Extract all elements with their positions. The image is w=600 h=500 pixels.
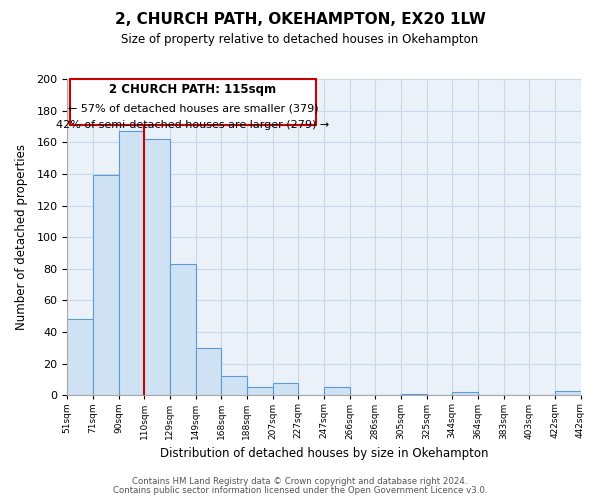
Bar [272, 382, 298, 396]
Bar [247, 388, 272, 396]
Bar [452, 392, 478, 396]
Bar [67, 320, 93, 396]
Bar [93, 176, 119, 396]
Bar [170, 264, 196, 396]
Bar [555, 390, 581, 396]
X-axis label: Distribution of detached houses by size in Okehampton: Distribution of detached houses by size … [160, 447, 488, 460]
Text: ← 57% of detached houses are smaller (379): ← 57% of detached houses are smaller (37… [68, 103, 318, 113]
Bar [144, 139, 170, 396]
Text: 2 CHURCH PATH: 115sqm: 2 CHURCH PATH: 115sqm [109, 83, 277, 96]
Y-axis label: Number of detached properties: Number of detached properties [15, 144, 28, 330]
Text: 2, CHURCH PATH, OKEHAMPTON, EX20 1LW: 2, CHURCH PATH, OKEHAMPTON, EX20 1LW [115, 12, 485, 28]
Text: Size of property relative to detached houses in Okehampton: Size of property relative to detached ho… [121, 32, 479, 46]
Bar [196, 348, 221, 396]
Text: 42% of semi-detached houses are larger (279) →: 42% of semi-detached houses are larger (… [56, 120, 329, 130]
Text: Contains public sector information licensed under the Open Government Licence v3: Contains public sector information licen… [113, 486, 487, 495]
Bar [324, 388, 350, 396]
Bar [401, 394, 427, 396]
Bar [119, 131, 144, 396]
Text: Contains HM Land Registry data © Crown copyright and database right 2024.: Contains HM Land Registry data © Crown c… [132, 477, 468, 486]
Bar [221, 376, 247, 396]
